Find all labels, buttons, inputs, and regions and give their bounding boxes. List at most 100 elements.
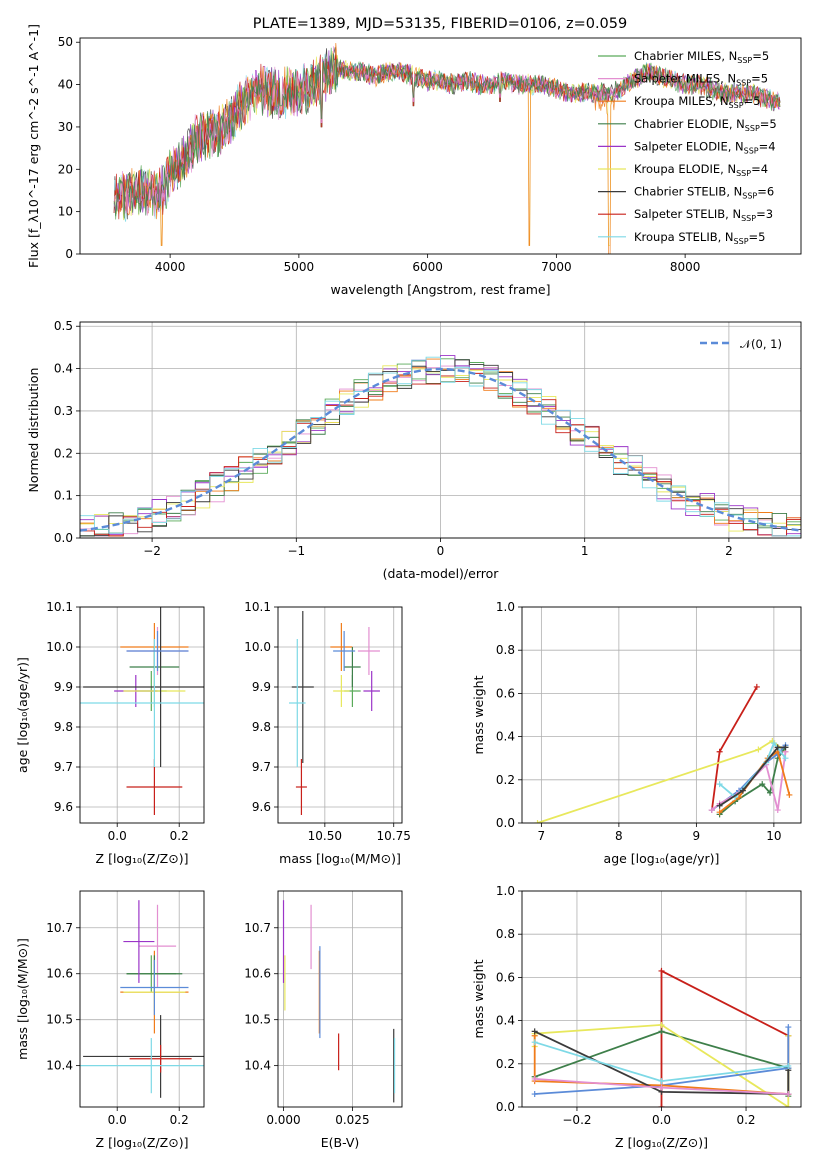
plot-area xyxy=(80,355,801,537)
weightAge-ylabel: mass weight xyxy=(471,675,486,754)
y-tick-label: 10.1 xyxy=(244,600,271,614)
plot-area xyxy=(289,611,380,815)
x-tick-label: 0 xyxy=(437,544,445,558)
weight-marker-chab_stelib xyxy=(782,744,789,751)
y-tick-label: 9.7 xyxy=(252,760,271,774)
y-tick-label: 10.6 xyxy=(46,967,73,981)
legend-n: =6 xyxy=(757,185,774,199)
panel-age_vs_Z: 0.0 0.2 9.6 9.7 9.8 9.9 10.0 10.1 Z [log₁₀(Z/Z⊙)… xyxy=(15,600,205,866)
y-tick-label: 0.8 xyxy=(496,927,515,941)
weight-marker-krou_stelib xyxy=(782,755,789,762)
y-tick-label: 0.4 xyxy=(496,730,515,744)
weight-marker-krou_miles xyxy=(786,791,793,798)
axes-frame xyxy=(79,606,205,824)
legend-sub: SSP xyxy=(741,214,756,223)
y-tick-label: 0.0 xyxy=(496,816,515,830)
y-tick-label: 0.6 xyxy=(496,686,515,700)
y-tick-label: 10.5 xyxy=(46,1013,73,1027)
legend-n: =4 xyxy=(751,162,768,176)
y-tick-label: 9.7 xyxy=(54,760,73,774)
y-tick-label: 0.4 xyxy=(496,1014,515,1028)
weight-marker-krou_elodie xyxy=(785,1104,792,1107)
weight-marker-gauss xyxy=(785,1024,792,1031)
x-tick-label: 0.2 xyxy=(736,1113,755,1127)
x-tick-label: 0.2 xyxy=(170,1113,189,1127)
panel-mass_weight_vs_Z: −0.2 0.0 0.2 0.0 0.2 0.4 0.6 0.8 1.0 Z [log₁₀(Z/Z… xyxy=(471,884,802,1150)
legend-label-salp_stelib: Salpeter STELIB, NSSP=3 xyxy=(634,207,773,223)
y-tick-label: 10.4 xyxy=(244,1059,271,1073)
legend-label-krou_stelib: Kroupa STELIB, NSSP=5 xyxy=(634,230,765,246)
weight-marker-krou_stelib xyxy=(785,1062,792,1069)
legend-n: =5 xyxy=(749,230,766,244)
y-tick-label: 10.0 xyxy=(244,640,271,654)
y-tick-label: 0.6 xyxy=(496,970,515,984)
y-tick-label: 9.6 xyxy=(252,800,271,814)
weight-marker-krou_stelib xyxy=(531,1039,538,1046)
axes-frame xyxy=(79,890,205,1108)
spectrum-line-chab_elodie xyxy=(113,53,781,219)
axes-frame xyxy=(277,890,403,1108)
gaussian-curve xyxy=(80,367,801,532)
y-tick-label: 30 xyxy=(58,120,73,134)
legend-sub: SSP xyxy=(742,192,757,201)
axes-frame xyxy=(277,606,403,824)
panel-spectrum: 4000 5000 6000 7000 8000 0 10 20 30 40 50 wavelengt… xyxy=(26,24,802,297)
x-tick-label: 0.0 xyxy=(108,1113,127,1127)
x-tick-label: −1 xyxy=(287,544,305,558)
axes-frame xyxy=(79,37,802,255)
y-tick-label: 10.6 xyxy=(244,967,271,981)
y-tick-label: 1.0 xyxy=(496,600,515,614)
x-tick-label: 4000 xyxy=(155,260,186,274)
hist-step-krou_stelib xyxy=(80,356,801,537)
y-tick-label: 0.2 xyxy=(496,773,515,787)
ageZ-xlabel: Z [log₁₀(Z/Z⊙)] xyxy=(96,851,189,866)
weightZ-ylabel: mass weight xyxy=(471,959,486,1038)
legend-label-krou_elodie: Kroupa ELODIE, NSSP=4 xyxy=(634,162,768,178)
panel-age_vs_mass: 10.50 10.75 9.6 9.7 9.8 9.9 10.0 10.1 mass [log₁… xyxy=(244,600,411,866)
spectrum-ylabel: Flux [f_λ10^-17 erg cm^-2 s^-1 A^-1] xyxy=(26,24,41,268)
legend-n: =5 xyxy=(752,49,769,63)
legend-n: =5 xyxy=(744,94,761,108)
weight-marker-salp_miles xyxy=(708,807,715,814)
axes-frame xyxy=(521,606,802,824)
legend-label-chab_elodie: Chabrier ELODIE, NSSP=5 xyxy=(634,117,777,133)
weight-marker-salp_stelib xyxy=(658,1104,665,1107)
x-tick-label: 0.025 xyxy=(335,1113,369,1127)
y-tick-label: 9.9 xyxy=(54,680,73,694)
weight-marker-krou_stelib xyxy=(658,1078,665,1085)
y-tick-label: 0.0 xyxy=(496,1100,515,1114)
y-tick-label: 0 xyxy=(65,247,73,261)
legend-label-chab_stelib: Chabrier STELIB, NSSP=6 xyxy=(634,185,774,201)
panel-mass_weight_vs_age: 7 8 9 10 0.0 0.2 0.4 0.6 0.8 1.0 age [log₁₀(age/yr… xyxy=(471,600,802,866)
legend-n: =5 xyxy=(751,72,768,86)
x-tick-label: 8000 xyxy=(670,260,701,274)
weight-marker-salp_stelib xyxy=(753,683,760,690)
massZ-xlabel: Z [log₁₀(Z/Z⊙)] xyxy=(96,1135,189,1150)
legend-label-chab_miles: Chabrier MILES, NSSP=5 xyxy=(634,49,769,65)
weight-marker-chab_stelib xyxy=(739,787,746,794)
y-tick-label: 9.8 xyxy=(54,720,73,734)
x-tick-label: 0.0 xyxy=(108,829,127,843)
x-tick-label: 7 xyxy=(538,829,546,843)
legend-sub: SSP xyxy=(744,146,759,155)
legend-sub: SSP xyxy=(734,237,749,246)
weightAge-xlabel: age [log₁₀(age/yr)] xyxy=(604,851,720,866)
plot-area xyxy=(531,967,792,1107)
y-tick-label: 10 xyxy=(58,205,73,219)
y-tick-label: 0.8 xyxy=(496,643,515,657)
figure-title: PLATE=1389, MJD=53135, FIBERID=0106, z=0… xyxy=(253,16,627,32)
legend-sub: SSP xyxy=(736,169,751,178)
y-tick-label: 50 xyxy=(58,35,73,49)
weight-marker-salp_miles xyxy=(531,1075,538,1082)
weight-line-gauss xyxy=(534,1027,790,1095)
x-tick-label: 7000 xyxy=(541,260,572,274)
y-tick-label: 9.6 xyxy=(54,800,73,814)
y-tick-label: 10.4 xyxy=(46,1059,73,1073)
weight-marker-chab_elodie xyxy=(767,789,773,796)
legend-sub: SSP xyxy=(729,101,744,110)
plot-area xyxy=(80,607,204,815)
weight-marker-krou_stelib xyxy=(716,781,723,788)
legend-gauss-label: 𝒩(0, 1) xyxy=(740,337,782,351)
weight-marker-salp_miles xyxy=(774,807,781,814)
